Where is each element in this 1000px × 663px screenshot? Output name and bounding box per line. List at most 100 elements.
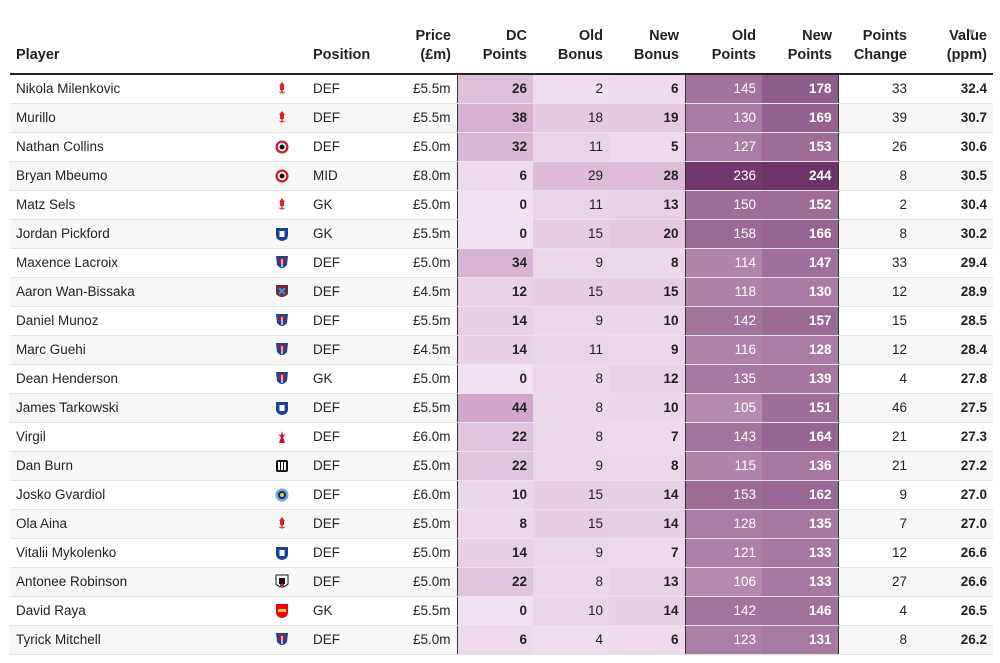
new-points-cell: 146	[762, 596, 839, 626]
table-row[interactable]: Nathan Collins DEF £5.0m 32 11 5 127 153 26 30.6	[10, 132, 993, 162]
old-points-cell: 130	[685, 103, 762, 133]
position-cell: MID	[307, 161, 389, 191]
value-ppm-cell: 29.4	[913, 248, 993, 278]
sort-indicator-icon[interactable]: ▼	[966, 27, 977, 39]
dc-points-cell: 0	[456, 364, 533, 394]
nottingham-forest-icon	[275, 110, 289, 126]
table-row[interactable]: Daniel Munoz DEF £5.5m 14 9 10 142 157 15 28.5	[10, 306, 993, 336]
table-row[interactable]: Maxence Lacroix DEF £5.0m 34 9 8 114 147 33 29.4	[10, 248, 993, 278]
value-ppm-cell: 26.6	[913, 538, 993, 568]
club-cell	[256, 596, 307, 626]
col-header-dc-points[interactable]: DC Points	[482, 28, 527, 63]
new-bonus-cell: 10	[609, 306, 686, 336]
club-cell	[256, 132, 307, 162]
arsenal-icon	[275, 603, 289, 619]
table-row[interactable]: Marc Guehi DEF £4.5m 14 11 9 116 128 12 28.4	[10, 335, 993, 365]
position-cell: DEF	[307, 625, 389, 655]
new-bonus-cell: 14	[609, 596, 686, 626]
old-bonus-cell: 11	[533, 335, 609, 365]
table-row[interactable]: Dan Burn DEF £5.0m 22 9 8 115 136 21 27.2	[10, 451, 993, 481]
col-header-position[interactable]: Position	[313, 47, 371, 63]
crystal-palace-icon	[275, 255, 289, 271]
value-ppm-cell: 30.6	[913, 132, 993, 162]
table-row[interactable]: Dean Henderson GK £5.0m 0 8 12 135 139 4 27.8	[10, 364, 993, 394]
value-ppm-cell: 30.2	[913, 219, 993, 249]
value-ppm-cell: 27.8	[913, 364, 993, 394]
col-header-price[interactable]: Price (£m)	[415, 28, 451, 63]
new-points-cell: 157	[762, 306, 839, 336]
position-cell: DEF	[307, 306, 389, 336]
new-bonus-cell: 5	[609, 132, 686, 162]
col-header-old-points[interactable]: Old Points	[711, 28, 756, 63]
old-points-cell: 116	[685, 335, 762, 365]
col-header-points-change[interactable]: Points Change	[853, 28, 907, 63]
table-row[interactable]: Aaron Wan-Bissaka DEF £4.5m 12 15 15 118 130 12 2…	[10, 277, 993, 307]
new-points-cell: 153	[762, 132, 839, 162]
old-points-cell: 114	[685, 248, 762, 278]
table-row[interactable]: Murillo DEF £5.5m 38 18 19 130 169 39 30.7	[10, 103, 993, 133]
everton-icon	[275, 400, 289, 416]
table-row[interactable]: Tyrick Mitchell DEF £5.0m 6 4 6 123 131 8 26.2	[10, 625, 993, 655]
points-change-cell: 33	[838, 248, 913, 278]
new-points-cell: 139	[762, 364, 839, 394]
price-cell: £5.0m	[389, 132, 457, 162]
points-change-cell: 12	[838, 335, 913, 365]
col-header-value[interactable]: Value (ppm)	[946, 28, 987, 63]
table-row[interactable]: Josko Gvardiol DEF £6.0m 10 15 14 153 162 9 27.0	[10, 480, 993, 510]
points-change-cell: 4	[838, 364, 913, 394]
player-name-cell: James Tarkowski	[10, 393, 256, 423]
liverpool-icon	[275, 429, 289, 445]
table-row[interactable]: David Raya GK £5.5m 0 10 14 142 146 4 26.5	[10, 596, 993, 626]
table-row[interactable]: Matz Sels GK £5.0m 0 11 13 150 152 2 30.4	[10, 190, 993, 220]
new-points-cell: 135	[762, 509, 839, 539]
col-header-new-bonus[interactable]: New Bonus	[633, 28, 679, 63]
old-bonus-cell: 8	[533, 567, 609, 597]
nottingham-forest-icon	[275, 197, 289, 213]
old-bonus-cell: 4	[533, 625, 609, 655]
player-name-cell: Dean Henderson	[10, 364, 256, 394]
points-change-cell: 12	[838, 538, 913, 568]
table-row[interactable]: Antonee Robinson DEF £5.0m 22 8 13 106 133 27 26.…	[10, 567, 993, 597]
table-row[interactable]: Vitalii Mykolenko DEF £5.0m 14 9 7 121 133 12 26.…	[10, 538, 993, 568]
price-cell: £8.0m	[389, 161, 457, 191]
price-cell: £4.5m	[389, 277, 457, 307]
old-bonus-cell: 15	[533, 277, 609, 307]
table-row[interactable]: James Tarkowski DEF £5.5m 44 8 10 105 151 46 27.5	[10, 393, 993, 423]
old-points-cell: 158	[685, 219, 762, 249]
player-name-cell: Antonee Robinson	[10, 567, 256, 597]
table-row[interactable]: Jordan Pickford GK £5.5m 0 15 20 158 166 8 30.2	[10, 219, 993, 249]
table-row[interactable]: Bryan Mbeumo MID £8.0m 6 29 28 236 244 8 30.5	[10, 161, 993, 191]
value-ppm-cell: 27.5	[913, 393, 993, 423]
points-change-cell: 8	[838, 625, 913, 655]
position-cell: DEF	[307, 335, 389, 365]
dc-points-cell: 22	[456, 422, 533, 452]
col-header-old-bonus[interactable]: Old Bonus	[557, 28, 603, 63]
old-points-cell: 142	[685, 596, 762, 626]
table-row[interactable]: Ola Aina DEF £5.0m 8 15 14 128 135 7 27.0	[10, 509, 993, 539]
price-cell: £5.0m	[389, 248, 457, 278]
brentford-icon	[275, 168, 289, 184]
new-bonus-cell: 13	[609, 567, 686, 597]
brentford-icon	[275, 139, 289, 155]
dc-points-cell: 0	[456, 596, 533, 626]
price-cell: £5.5m	[389, 103, 457, 133]
table-row[interactable]: Virgil DEF £6.0m 22 8 7 143 164 21 27.3	[10, 422, 993, 452]
dc-points-cell: 14	[456, 538, 533, 568]
old-bonus-cell: 18	[533, 103, 609, 133]
dc-points-cell: 0	[456, 219, 533, 249]
col-header-new-points[interactable]: New Points	[787, 28, 832, 63]
dc-points-cell: 32	[456, 132, 533, 162]
points-change-cell: 33	[838, 74, 913, 104]
value-ppm-cell: 27.0	[913, 509, 993, 539]
table-row[interactable]: Nikola Milenkovic DEF £5.5m 26 2 6 145 178 33 32.…	[10, 74, 993, 104]
man-city-icon	[275, 487, 289, 503]
old-bonus-cell: 8	[533, 422, 609, 452]
old-points-cell: 123	[685, 625, 762, 655]
col-header-player[interactable]: Player	[16, 47, 60, 63]
price-cell: £5.5m	[389, 306, 457, 336]
position-cell: DEF	[307, 567, 389, 597]
position-cell: DEF	[307, 480, 389, 510]
old-points-cell: 115	[685, 451, 762, 481]
club-cell	[256, 277, 307, 307]
position-cell: GK	[307, 190, 389, 220]
